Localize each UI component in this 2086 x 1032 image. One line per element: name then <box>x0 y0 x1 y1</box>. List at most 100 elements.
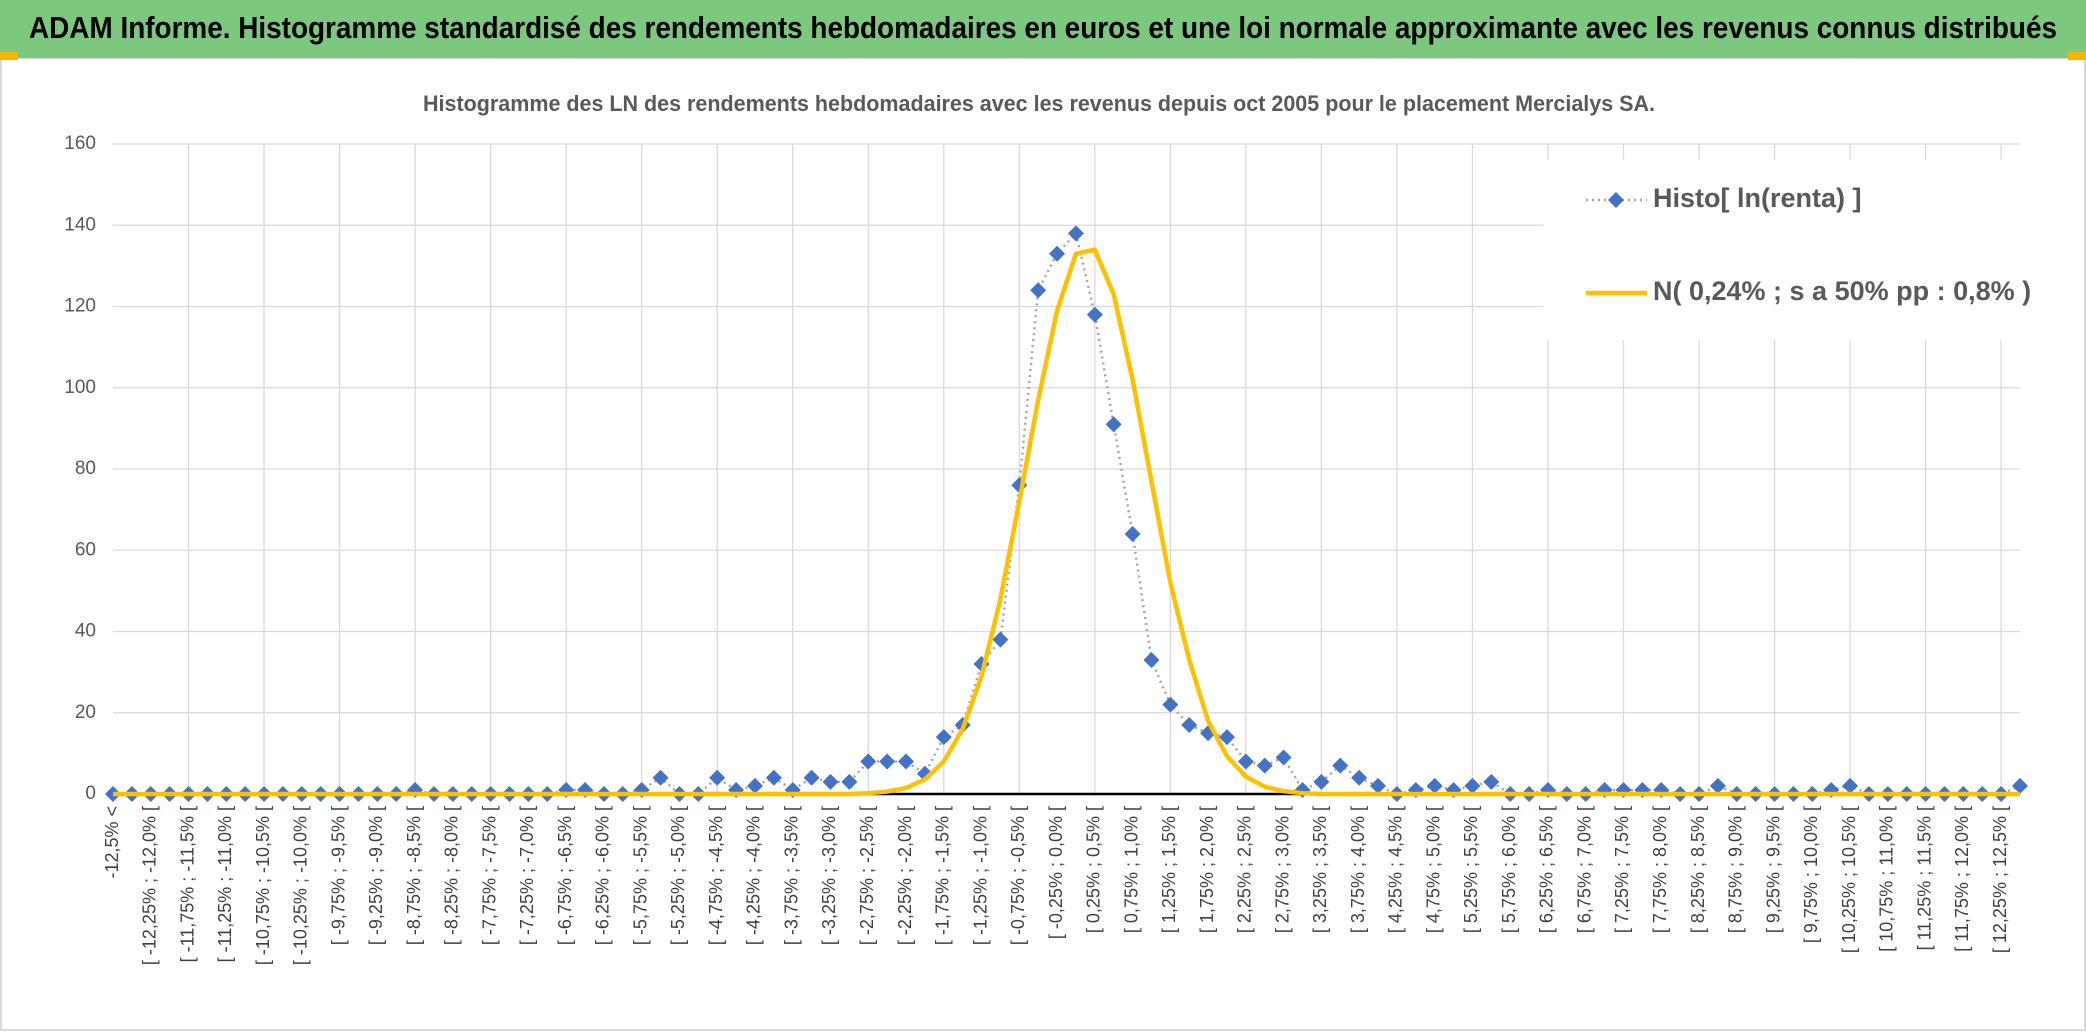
data-point <box>746 777 763 794</box>
data-point <box>1105 416 1122 433</box>
chart-subtitle: Histogramme des LN des rendements hebdom… <box>423 91 1655 116</box>
y-tick-label: 60 <box>75 539 96 560</box>
data-point <box>1313 773 1330 790</box>
x-tick-label: [ 11,25% ; 11,5% [ <box>1914 806 1934 950</box>
data-point <box>803 769 820 786</box>
data-point <box>898 753 915 770</box>
chart-title: ADAM Informe. Histogramme standardisé de… <box>29 10 2057 45</box>
x-tick-label: [ 5,25% ; 5,5% [ <box>1461 806 1481 933</box>
x-tick-label: [ 11,75% ; 12,0% [ <box>1952 806 1972 952</box>
x-tick-label: [ 0,25% ; 0,5% [ <box>1084 806 1104 933</box>
x-tick-label: [ 0,75% ; 1,0% [ <box>1121 806 1141 933</box>
y-tick-label: 0 <box>85 783 96 804</box>
data-point <box>860 753 877 770</box>
x-tick-label: [ 1,75% ; 2,0% [ <box>1197 806 1217 933</box>
x-tick-label: [ 6,75% ; 7,0% [ <box>1574 806 1594 933</box>
data-point <box>822 773 839 790</box>
x-tick-label: [ 9,25% ; 9,5% [ <box>1763 806 1783 933</box>
x-tick-label: [ -0,75% ; -0,5% [ <box>1008 806 1028 945</box>
x-tick-label: [ -6,75% ; -6,5% [ <box>555 806 575 945</box>
x-tick-label: [ 8,25% ; 8,5% [ <box>1688 806 1708 933</box>
x-tick-label: [ -2,25% ; -2,0% [ <box>895 806 915 945</box>
data-point <box>879 753 896 770</box>
x-tick-label: -12,5% < <box>102 806 122 879</box>
data-point <box>1143 651 1160 668</box>
data-point <box>1842 777 1859 794</box>
data-point <box>935 729 952 746</box>
x-tick-label: [ 2,25% ; 2,5% [ <box>1235 806 1255 933</box>
x-tick-label: [ -11,25% ; -11,0% [ <box>215 806 235 962</box>
x-tick-label: [ -4,25% ; -4,0% [ <box>744 806 764 945</box>
data-point <box>1124 526 1141 542</box>
y-tick-label: 80 <box>75 458 96 479</box>
x-tick-label: [ 4,25% ; 4,5% [ <box>1386 806 1406 933</box>
data-point <box>992 631 1009 648</box>
x-tick-label: [ 8,75% ; 9,0% [ <box>1726 806 1746 933</box>
data-point <box>1426 777 1443 794</box>
y-tick-label: 100 <box>64 377 96 398</box>
data-point <box>1709 777 1726 794</box>
legend-label: N( 0,24% ; s a 50% pp : 0,8% ) <box>1653 276 2031 306</box>
data-point <box>1218 729 1235 746</box>
x-tick-label: [ -7,25% ; -7,0% [ <box>517 806 537 945</box>
legend-box <box>1543 160 2073 340</box>
data-point <box>1086 306 1103 323</box>
x-tick-label: [ -2,75% ; -2,5% [ <box>857 806 877 945</box>
x-tick-label: [ 3,25% ; 3,5% [ <box>1310 806 1330 933</box>
data-point <box>1464 777 1481 794</box>
legend-marker <box>1608 192 1624 208</box>
x-tick-label: [ -8,25% ; -8,0% [ <box>442 806 462 945</box>
x-tick-label: [ -8,75% ; -8,5% [ <box>404 806 424 945</box>
x-tick-label: [ 1,25% ; 1,5% [ <box>1159 806 1179 933</box>
x-tick-label: [ 3,75% ; 4,0% [ <box>1348 806 1368 933</box>
series-line <box>113 247 2020 797</box>
data-point <box>1181 716 1198 733</box>
x-tick-label: [ -9,25% ; -9,0% [ <box>366 806 386 945</box>
x-tick-label: [ -5,25% ; -5,0% [ <box>668 806 688 945</box>
x-tick-label: [ -9,75% ; -9,5% [ <box>328 806 348 945</box>
data-point <box>1162 696 1179 713</box>
data-point <box>1351 769 1368 786</box>
x-tick-label: [ -10,25% ; -10,0% [ <box>291 806 311 965</box>
x-tick-label: [ -7,75% ; -7,5% [ <box>479 806 499 945</box>
x-tick-label: [ -3,75% ; -3,5% [ <box>781 806 801 945</box>
data-point <box>1370 777 1387 794</box>
y-tick-label: 120 <box>64 296 96 317</box>
x-tick-label: [ 9,75% ; 10,0% [ <box>1801 806 1821 943</box>
corner <box>2068 52 2086 60</box>
x-tick-label: [ -0,25% ; 0,0% [ <box>1046 806 1066 939</box>
x-tick-label: [ 7,25% ; 7,5% [ <box>1612 806 1632 933</box>
header-band <box>0 0 2086 58</box>
x-tick-label: [ 2,75% ; 3,0% [ <box>1272 806 1292 933</box>
y-tick-label: 160 <box>64 133 96 154</box>
data-point <box>841 773 858 790</box>
x-tick-label: [ 6,25% ; 6,5% [ <box>1537 806 1557 933</box>
x-tick-label: [ -12,25% ; -12,0% [ <box>140 806 160 965</box>
x-tick-label: [ 10,75% ; 11,0% [ <box>1877 806 1897 952</box>
data-point <box>652 769 669 786</box>
y-tick-label: 140 <box>64 214 96 235</box>
x-tick-label: [ 5,75% ; 6,0% [ <box>1499 806 1519 933</box>
data-point <box>765 769 782 786</box>
y-tick-label: 20 <box>75 702 96 723</box>
data-point <box>2012 777 2028 794</box>
x-tick-label: [ -4,75% ; -4,5% [ <box>706 806 726 945</box>
data-point <box>1049 245 1066 262</box>
data-point <box>1275 749 1292 766</box>
x-tick-label: [ -3,25% ; -3,0% [ <box>819 806 839 945</box>
x-tick-label: [ 7,75% ; 8,0% [ <box>1650 806 1670 933</box>
x-tick-label: [ 4,75% ; 5,0% [ <box>1423 806 1443 933</box>
data-point <box>1237 753 1254 770</box>
data-point <box>1067 225 1084 242</box>
data-point <box>1256 757 1273 774</box>
data-point <box>709 769 726 786</box>
x-tick-label: [ -10,75% ; -10,5% [ <box>253 806 273 965</box>
x-tick-label: [ -5,75% ; -5,5% [ <box>630 806 650 945</box>
x-tick-label: [ 10,25% ; 10,5% [ <box>1839 806 1859 953</box>
data-point <box>1030 282 1047 299</box>
x-tick-label: [ -1,25% ; -1,0% [ <box>970 806 990 945</box>
corner <box>0 52 18 60</box>
data-point <box>1483 773 1500 790</box>
x-tick-label: [ -1,75% ; -1,5% [ <box>933 806 953 945</box>
